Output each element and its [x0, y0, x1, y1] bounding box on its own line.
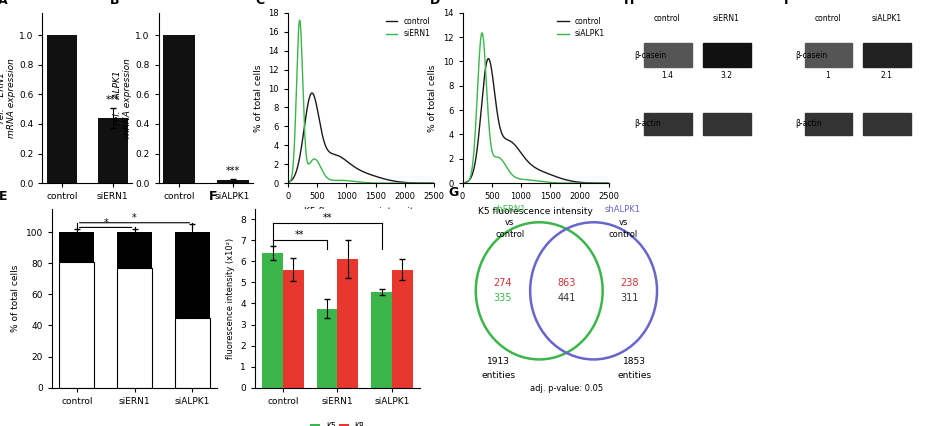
- Y-axis label: rel.  ERN1
mRNA expression: rel. ERN1 mRNA expression: [0, 58, 16, 138]
- Bar: [163, 35, 195, 183]
- Text: vs: vs: [505, 218, 514, 227]
- Bar: [864, 43, 911, 67]
- Bar: [59, 232, 94, 262]
- Text: 238: 238: [620, 278, 639, 288]
- Text: control: control: [815, 14, 841, 23]
- Text: β-casein: β-casein: [795, 51, 827, 60]
- Bar: [175, 232, 210, 318]
- Text: siALPK1: siALPK1: [871, 14, 902, 23]
- Text: **: **: [295, 230, 305, 240]
- Bar: [371, 292, 392, 388]
- Bar: [703, 113, 750, 135]
- Bar: [317, 309, 338, 388]
- Text: adj. p-value: 0.05: adj. p-value: 0.05: [530, 384, 603, 393]
- Bar: [117, 268, 152, 388]
- Legend: control, siERN1: control, siERN1: [386, 17, 430, 38]
- Text: B: B: [110, 0, 119, 7]
- Text: D: D: [430, 0, 441, 7]
- Text: entities: entities: [617, 371, 651, 380]
- Bar: [804, 113, 852, 135]
- Bar: [117, 232, 152, 268]
- Bar: [703, 43, 750, 67]
- Y-axis label: fluorescence intensity (x10²): fluorescence intensity (x10²): [226, 238, 234, 359]
- Text: ***: ***: [226, 166, 240, 176]
- Text: ***: ***: [106, 95, 120, 105]
- Text: control: control: [609, 230, 637, 239]
- Bar: [864, 113, 911, 135]
- Text: G: G: [448, 186, 459, 199]
- Text: I: I: [784, 0, 788, 7]
- Text: 335: 335: [494, 293, 513, 302]
- Text: H: H: [624, 0, 633, 7]
- Text: 1.4: 1.4: [662, 71, 673, 80]
- Text: 274: 274: [494, 278, 513, 288]
- X-axis label: K5 fluorescence intensity: K5 fluorescence intensity: [304, 207, 418, 216]
- X-axis label: K5 fluorescence intensity: K5 fluorescence intensity: [479, 207, 593, 216]
- Y-axis label: rel.  ALPK1
mRNA expression: rel. ALPK1 mRNA expression: [113, 58, 132, 138]
- Bar: [644, 43, 692, 67]
- Text: 863: 863: [557, 278, 576, 288]
- Text: β-actin: β-actin: [634, 119, 661, 128]
- Text: **: **: [323, 213, 332, 223]
- Text: F: F: [209, 190, 217, 203]
- Text: 1913: 1913: [487, 357, 510, 366]
- Text: A: A: [0, 0, 8, 7]
- Text: entities: entities: [481, 371, 515, 380]
- Bar: [283, 270, 304, 388]
- Text: siERN1: siERN1: [713, 14, 739, 23]
- Text: 2.1: 2.1: [881, 71, 893, 80]
- Legend: control, siALPK1: control, siALPK1: [557, 17, 605, 38]
- Text: control: control: [496, 230, 524, 239]
- Y-axis label: % of total cells: % of total cells: [429, 64, 437, 132]
- Text: β-casein: β-casein: [634, 51, 666, 60]
- Bar: [59, 262, 94, 388]
- Bar: [644, 113, 692, 135]
- Text: 311: 311: [620, 293, 639, 302]
- Bar: [175, 318, 210, 388]
- Text: shALPK1: shALPK1: [605, 205, 641, 214]
- Bar: [804, 43, 852, 67]
- Text: shERN1: shERN1: [494, 205, 526, 214]
- Text: control: control: [654, 14, 681, 23]
- Y-axis label: % of total cells: % of total cells: [254, 64, 262, 132]
- Bar: [46, 35, 77, 183]
- Text: 3.2: 3.2: [720, 71, 733, 80]
- Y-axis label: % of total cells: % of total cells: [11, 265, 20, 332]
- Text: β-actin: β-actin: [795, 119, 821, 128]
- Bar: [392, 270, 413, 388]
- Text: E: E: [0, 190, 8, 203]
- Text: *: *: [103, 218, 108, 228]
- Bar: [97, 118, 128, 183]
- Text: 1853: 1853: [623, 357, 646, 366]
- Bar: [216, 180, 248, 183]
- Text: *: *: [132, 213, 137, 223]
- Text: C: C: [256, 0, 265, 7]
- Legend: K5, K8: K5, K8: [308, 419, 367, 426]
- Bar: [338, 259, 358, 388]
- Text: 441: 441: [557, 293, 576, 302]
- Bar: [262, 253, 283, 388]
- Text: 1: 1: [825, 71, 830, 80]
- Text: vs: vs: [618, 218, 628, 227]
